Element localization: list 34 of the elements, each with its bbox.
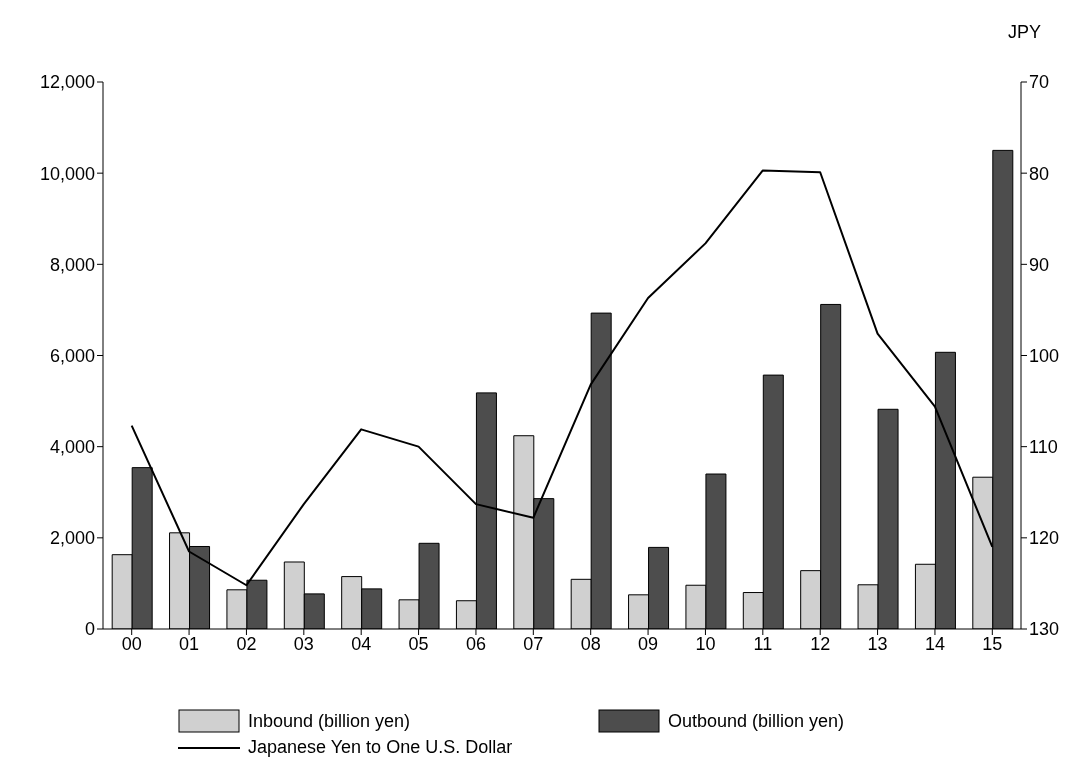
y-tick-label: 2,000 xyxy=(49,528,95,549)
x-tick-label: 03 xyxy=(293,633,314,654)
legend-label: Outbound (billion yen) xyxy=(668,710,845,732)
x-tick-label: 07 xyxy=(523,633,544,654)
x-tick-label: 05 xyxy=(408,633,429,654)
y-tick-label: 6,000 xyxy=(49,345,95,366)
y2-tick-label: 100 xyxy=(1029,345,1060,366)
x-tick-label: 00 xyxy=(121,633,142,654)
x-tick-label: 02 xyxy=(236,633,257,654)
x-tick-label: 14 xyxy=(924,633,945,654)
x-tick-label: 10 xyxy=(695,633,716,654)
y2-tick-label: 90 xyxy=(1029,254,1050,275)
x-tick-label: 12 xyxy=(810,633,831,654)
y-tick-label: 10,000 xyxy=(39,163,95,184)
y2-axis-title: JPY xyxy=(1008,22,1042,43)
x-tick-label: 01 xyxy=(179,633,200,654)
x-tick-label: 15 xyxy=(982,633,1003,654)
y2-tick-label: 110 xyxy=(1029,437,1058,458)
y-tick-label: 12,000 xyxy=(39,72,95,93)
x-tick-label: 04 xyxy=(351,633,372,654)
x-tick-label: 08 xyxy=(580,633,601,654)
x-tick-label: 09 xyxy=(638,633,659,654)
y2-tick-label: 80 xyxy=(1029,163,1050,184)
legend-label: Japanese Yen to One U.S. Dollar xyxy=(248,737,513,758)
x-tick-label: 13 xyxy=(867,633,888,654)
x-tick-label: 11 xyxy=(753,633,773,654)
legend-label: Inbound (billion yen) xyxy=(248,710,411,732)
y-tick-label: 0 xyxy=(84,619,95,640)
y2-tick-label: 70 xyxy=(1029,72,1050,93)
y2-tick-label: 120 xyxy=(1029,528,1060,549)
y2-tick-label: 130 xyxy=(1029,619,1060,640)
x-tick-label: 06 xyxy=(465,633,486,654)
y-tick-label: 8,000 xyxy=(49,254,95,275)
y-tick-label: 4,000 xyxy=(49,437,95,458)
